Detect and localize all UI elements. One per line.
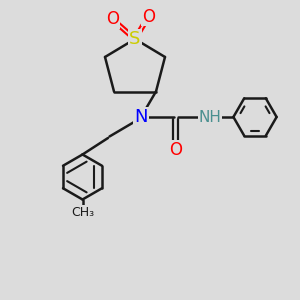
Text: N: N — [134, 108, 148, 126]
Text: O: O — [106, 11, 119, 28]
Text: S: S — [129, 30, 141, 48]
Text: O: O — [142, 8, 155, 26]
Text: NH: NH — [199, 110, 221, 124]
Text: O: O — [169, 141, 182, 159]
Text: CH₃: CH₃ — [71, 206, 94, 219]
